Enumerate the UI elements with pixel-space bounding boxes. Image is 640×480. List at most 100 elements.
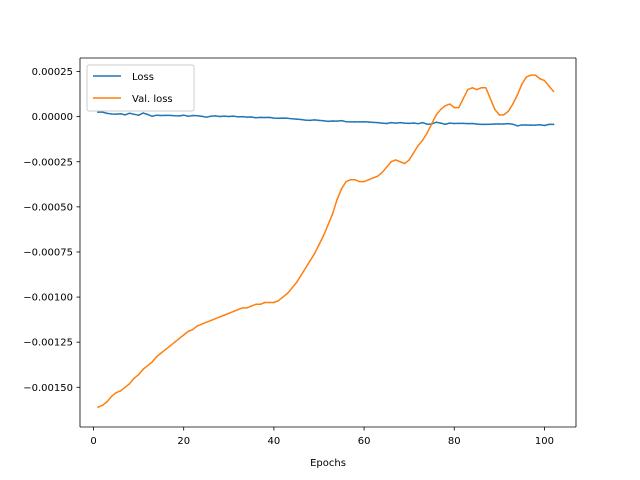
data-point-val-loss [327,224,329,226]
data-point-val-loss [124,386,126,389]
data-point-loss [106,112,108,115]
data-point-loss [232,115,235,117]
data-point-loss [327,120,329,123]
data-point-val-loss [273,301,275,304]
data-point-loss [128,112,131,114]
data-point-val-loss [336,198,338,201]
data-point-loss [453,122,455,125]
data-point-val-loss [399,161,401,163]
data-point-loss [210,115,212,118]
data-point-loss [394,122,397,124]
data-point-val-loss [146,364,149,367]
data-point-val-loss [403,162,406,165]
data-point-val-loss [480,87,483,89]
data-point-val-loss [548,85,550,87]
data-point-val-loss [219,316,221,318]
data-point-loss [525,124,528,126]
data-point-loss [336,120,338,122]
data-point-loss [309,119,311,122]
data-point-val-loss [462,97,465,100]
data-point-loss [268,116,271,119]
data-point-val-loss [178,337,180,340]
data-point-val-loss [363,180,365,183]
data-point-val-loss [331,213,334,215]
data-point-loss [408,122,410,125]
data-point-loss [101,111,104,113]
data-point-loss [237,116,239,118]
data-point-val-loss [471,87,474,89]
data-point-val-loss [539,78,541,80]
data-point-loss [503,123,505,125]
plot-area [80,58,576,427]
data-point-loss [313,119,316,121]
data-point-loss [349,121,352,123]
data-point-loss [403,122,406,124]
data-point-loss [133,113,135,116]
data-point-loss [318,119,320,122]
data-point-val-loss [516,94,519,96]
data-point-loss [543,124,546,127]
data-point-loss [196,114,198,117]
data-point-val-loss [151,361,153,363]
x-axis-label: Epochs [310,458,346,469]
data-point-loss [187,115,189,118]
data-point-val-loss [232,310,235,313]
data-point-val-loss [417,144,419,147]
y-tick-label: 0.00025 [32,67,73,78]
y-tick-label: −0.00025 [23,157,73,168]
data-point-loss [399,121,401,124]
x-tick-label: 0 [90,436,96,447]
data-point-loss [169,114,171,117]
data-point-loss [485,123,487,126]
data-point-val-loss [394,159,397,161]
data-point-val-loss [439,108,442,111]
y-tick-label: −0.00075 [23,247,73,258]
data-point-val-loss [173,341,176,343]
data-point-val-loss [119,390,122,392]
data-point-loss [115,113,117,115]
data-point-val-loss [408,159,410,161]
legend-label-val-loss: Val. loss [132,94,173,105]
data-point-val-loss [214,317,217,320]
data-point-loss [277,117,280,120]
data-point-loss [219,115,221,118]
data-point-val-loss [160,352,162,354]
x-tick-label: 60 [358,436,371,447]
data-point-val-loss [137,373,140,376]
data-point-val-loss [187,330,189,333]
data-point-val-loss [318,244,320,246]
data-point-loss [264,116,266,119]
y-tick-label: −0.00100 [23,293,73,304]
axes-frame [79,57,577,428]
data-point-loss [390,121,392,124]
data-point-val-loss [304,267,307,269]
data-point-loss [304,119,307,121]
data-point-loss [182,114,185,116]
data-point-val-loss [115,391,117,394]
data-point-loss [223,115,226,117]
data-point-val-loss [421,139,424,141]
data-point-val-loss [498,114,501,116]
data-point-loss [426,123,428,125]
legend: Loss Val. loss [86,64,195,112]
data-point-val-loss [237,308,239,311]
data-point-loss [110,113,113,115]
data-point-loss [363,120,365,123]
x-tick-label: 20 [177,436,190,447]
data-point-val-loss [313,253,316,255]
data-point-val-loss [412,151,415,154]
data-point-loss [381,122,383,124]
data-point-val-loss [449,103,451,105]
data-point-loss [372,121,374,124]
series-layer [97,74,555,409]
data-point-val-loss [259,303,262,306]
data-point-val-loss [349,179,352,181]
data-point-loss [439,122,442,124]
data-point-loss [467,122,469,125]
data-point-loss [173,114,176,117]
data-point-val-loss [282,296,284,298]
data-point-val-loss [268,301,271,304]
data-point-loss [354,121,356,123]
data-point-val-loss [358,180,361,183]
data-point-val-loss [507,110,510,112]
